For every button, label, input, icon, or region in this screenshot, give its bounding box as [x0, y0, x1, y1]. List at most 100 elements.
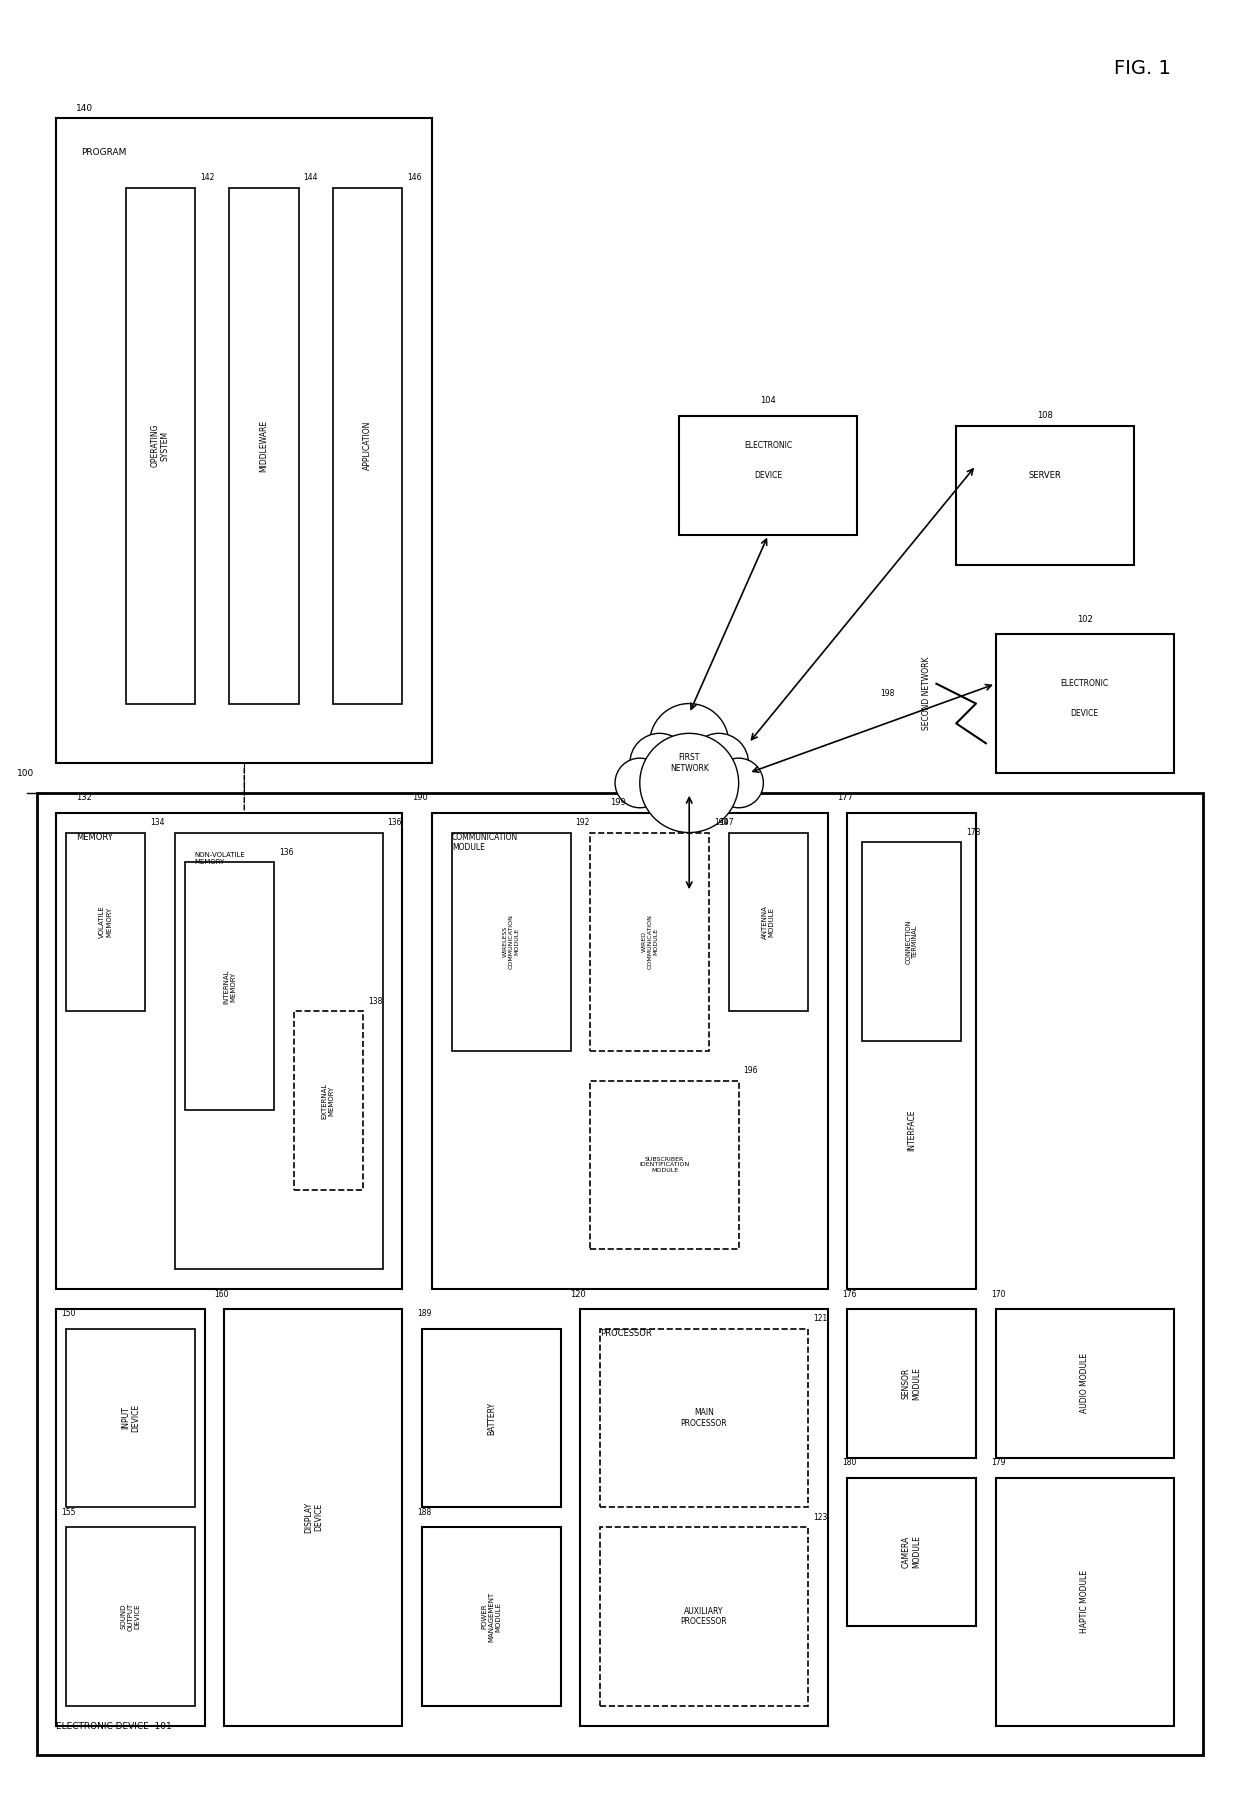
Text: WIRELESS
COMMUNICATION
MODULE: WIRELESS COMMUNICATION MODULE: [503, 915, 520, 969]
Text: AUXILIARY
PROCESSOR: AUXILIARY PROCESSOR: [681, 1607, 728, 1625]
Text: INTERNAL
MEMORY: INTERNAL MEMORY: [223, 969, 236, 1004]
Text: APPLICATION: APPLICATION: [363, 420, 372, 471]
Text: ELECTRONIC DEVICE  101: ELECTRONIC DEVICE 101: [56, 1721, 172, 1730]
Text: OPERATING
SYSTEM: OPERATING SYSTEM: [150, 424, 170, 467]
Text: 108: 108: [1037, 411, 1053, 420]
Text: PROGRAM: PROGRAM: [81, 149, 126, 158]
Text: 140: 140: [76, 103, 93, 112]
Text: 123: 123: [812, 1513, 827, 1522]
Bar: [432, 814, 827, 1288]
Bar: [423, 1528, 560, 1705]
Text: 136: 136: [388, 819, 402, 826]
Text: 132: 132: [76, 794, 92, 803]
Circle shape: [650, 703, 729, 783]
Text: 197: 197: [719, 819, 733, 826]
Text: 138: 138: [368, 997, 382, 1006]
Circle shape: [630, 734, 689, 794]
Text: COMMUNICATION
MODULE: COMMUNICATION MODULE: [451, 832, 518, 852]
Text: SOUND
OUTPUT
DEVICE: SOUND OUTPUT DEVICE: [120, 1602, 140, 1631]
Text: 144: 144: [304, 174, 319, 183]
Text: ELECTRONIC: ELECTRONIC: [1060, 680, 1109, 689]
Text: SENSOR
MODULE: SENSOR MODULE: [901, 1366, 921, 1399]
Text: 199: 199: [610, 799, 626, 808]
Text: 190: 190: [413, 794, 428, 803]
Text: 136: 136: [279, 848, 294, 857]
Bar: [847, 1308, 976, 1457]
Bar: [600, 1528, 808, 1705]
Text: 160: 160: [215, 1290, 229, 1299]
Bar: [423, 1328, 560, 1508]
Text: INTERFACE: INTERFACE: [908, 1109, 916, 1151]
Text: 192: 192: [575, 819, 590, 826]
Text: MIDDLEWARE: MIDDLEWARE: [259, 420, 269, 471]
Text: MEMORY: MEMORY: [76, 832, 113, 841]
Text: 146: 146: [408, 174, 422, 183]
Text: 180: 180: [842, 1459, 857, 1468]
Bar: [37, 794, 1203, 1756]
Text: SECOND NETWORK: SECOND NETWORK: [923, 658, 931, 730]
Text: ANTENNA
MODULE: ANTENNA MODULE: [761, 904, 775, 939]
Text: EXTERNAL
MEMORY: EXTERNAL MEMORY: [322, 1082, 335, 1118]
Bar: [600, 1328, 808, 1508]
Text: PROCESSOR: PROCESSOR: [600, 1328, 652, 1337]
Text: 188: 188: [418, 1508, 432, 1517]
Circle shape: [615, 757, 665, 808]
Text: DEVICE: DEVICE: [1070, 708, 1099, 718]
Text: NON-VOLATILE
MEMORY: NON-VOLATILE MEMORY: [195, 852, 246, 866]
Bar: [862, 843, 961, 1040]
Bar: [996, 634, 1174, 774]
Bar: [847, 1477, 976, 1627]
Text: SUBSCRIBER
IDENTIFICATION
MODULE: SUBSCRIBER IDENTIFICATION MODULE: [640, 1156, 689, 1174]
Text: 104: 104: [760, 397, 776, 406]
Text: FIG. 1: FIG. 1: [1115, 60, 1172, 78]
Text: 121: 121: [812, 1314, 827, 1323]
Text: DISPLAY
DEVICE: DISPLAY DEVICE: [304, 1502, 324, 1533]
Text: INPUT
DEVICE: INPUT DEVICE: [120, 1404, 140, 1431]
Text: FIRST
NETWORK: FIRST NETWORK: [670, 754, 708, 772]
Bar: [847, 814, 976, 1288]
Bar: [125, 188, 195, 703]
Bar: [224, 1308, 403, 1725]
Text: 170: 170: [991, 1290, 1006, 1299]
Text: 142: 142: [200, 174, 215, 183]
Text: 102: 102: [1076, 614, 1092, 623]
Text: 198: 198: [880, 689, 894, 698]
Text: 155: 155: [61, 1508, 76, 1517]
Bar: [229, 188, 299, 703]
Circle shape: [689, 734, 749, 794]
Text: WIRED
COMMUNICATION
MODULE: WIRED COMMUNICATION MODULE: [641, 915, 658, 969]
Bar: [66, 832, 145, 1011]
Text: BATTERY: BATTERY: [487, 1401, 496, 1435]
Bar: [56, 1308, 205, 1725]
Text: ELECTRONIC: ELECTRONIC: [744, 440, 792, 449]
Text: POWER
MANAGEMENT
MODULE: POWER MANAGEMENT MODULE: [481, 1591, 501, 1642]
Bar: [590, 1080, 739, 1248]
Text: 194: 194: [714, 819, 728, 826]
Bar: [66, 1528, 195, 1705]
Text: 179: 179: [991, 1459, 1006, 1468]
Text: 196: 196: [744, 1065, 758, 1075]
Text: 178: 178: [966, 828, 981, 837]
Text: 120: 120: [570, 1290, 587, 1299]
Text: 189: 189: [418, 1310, 432, 1319]
Bar: [680, 415, 857, 535]
Text: 134: 134: [150, 819, 165, 826]
Bar: [590, 832, 709, 1051]
Text: SERVER: SERVER: [1029, 471, 1061, 480]
Bar: [294, 1011, 363, 1190]
Bar: [996, 1308, 1174, 1457]
Text: 176: 176: [842, 1290, 857, 1299]
Bar: [580, 1308, 827, 1725]
Bar: [185, 863, 274, 1111]
Bar: [451, 832, 570, 1051]
Text: AUDIO MODULE: AUDIO MODULE: [1080, 1354, 1089, 1413]
Bar: [334, 188, 403, 703]
Text: 177: 177: [837, 794, 853, 803]
Circle shape: [714, 757, 764, 808]
Bar: [996, 1477, 1174, 1725]
Bar: [66, 1328, 195, 1508]
Text: CONNECTION
TERMINAL: CONNECTION TERMINAL: [905, 919, 918, 964]
Text: 150: 150: [61, 1310, 76, 1319]
Bar: [729, 832, 808, 1011]
Circle shape: [640, 734, 739, 832]
